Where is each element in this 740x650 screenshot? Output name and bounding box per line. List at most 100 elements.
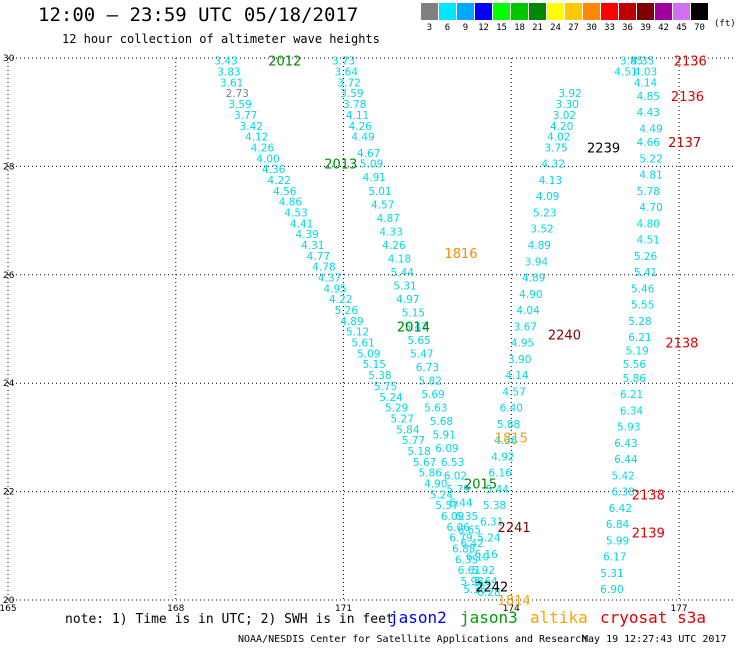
pass-label: 1816	[444, 247, 477, 262]
swh-point: 4.36	[494, 435, 518, 447]
swh-point: 6.44	[449, 497, 473, 509]
pass-label: 2242	[475, 580, 508, 595]
pass-label: 2136	[671, 90, 704, 105]
pass-label: 2014	[397, 320, 430, 335]
chart-title: 12:00 — 23:59 UTC 05/18/2017	[38, 4, 359, 26]
legend-swatch	[457, 3, 474, 20]
swh-point: 6.65	[458, 525, 481, 537]
swh-point: 6.17	[603, 552, 626, 564]
swh-point: 6.16	[488, 468, 512, 480]
legend-swatch	[439, 3, 456, 20]
swh-point: 6.84	[606, 519, 630, 531]
legend-label: 70	[694, 23, 705, 33]
swh-point: 5.28	[628, 316, 651, 328]
swh-point: 5.41	[634, 267, 657, 279]
swh-point: 5.79	[446, 484, 469, 496]
legend-label: 12	[478, 23, 489, 33]
legend-label: 33	[604, 23, 615, 33]
swh-point: 4.97	[396, 294, 419, 306]
swh-point: 4.51	[637, 235, 660, 247]
swh-point: 2.73	[226, 88, 249, 100]
swh-point: 5.68	[430, 416, 453, 428]
legend-label: 18	[514, 23, 525, 33]
swh-point: 5.44	[391, 267, 415, 279]
swh-point: 5.69	[421, 389, 444, 401]
swh-point: 4.33	[379, 226, 402, 238]
swh-point: 5.84	[396, 424, 420, 436]
legend-swatch	[547, 3, 564, 20]
swh-point: 5.09	[360, 159, 383, 171]
swh-point: 4.86	[279, 197, 303, 209]
swh-point: 5.86	[623, 373, 647, 385]
swh-point: 6.21	[620, 389, 643, 401]
swh-point: 4.13	[539, 175, 562, 187]
swh-point: 4.20	[550, 121, 573, 133]
swh-point: 4.04	[516, 305, 540, 317]
swh-point: 5.63	[424, 403, 447, 415]
footer-note: note: 1) Time is in UTC; 2) SWH is in fe…	[65, 612, 394, 627]
swh-point: 4.57	[502, 386, 525, 398]
swh-point: 4.02	[547, 132, 570, 144]
swh-point: 6.43	[614, 438, 637, 450]
legend-label: 21	[532, 23, 543, 33]
satellite-altika: altika	[530, 608, 588, 627]
legend-swatch	[673, 3, 690, 20]
swh-point: 6.40	[500, 403, 523, 415]
swh-point: 6.88	[452, 544, 475, 556]
swh-point: 3.61	[220, 77, 243, 89]
chart-subtitle: 12 hour collection of altimeter wave hei…	[62, 32, 380, 46]
pass-label: 2136	[674, 55, 707, 70]
y-tick-label: 26	[3, 271, 15, 281]
swh-point: 5.82	[419, 375, 442, 387]
swh-point: 3.78	[343, 99, 366, 111]
legend-label: 30	[586, 23, 597, 33]
swh-point: 4.80	[637, 218, 660, 230]
legend-label: 9	[462, 23, 469, 33]
swh-point: 4.03	[634, 67, 657, 79]
swh-point: 6.35	[455, 511, 478, 523]
x-tick-label: 177	[670, 604, 687, 614]
swh-point: 4.85	[637, 91, 660, 103]
swh-point: 4.09	[536, 191, 559, 203]
swh-point: 4.56	[273, 186, 297, 198]
swh-point: 5.15	[402, 308, 425, 320]
swh-point: 3.52	[530, 224, 553, 236]
swh-point: 5.01	[368, 186, 391, 198]
legend-label: 45	[676, 23, 687, 33]
swh-point: 5.29	[385, 403, 408, 415]
swh-point: 4.90	[519, 289, 542, 301]
legend-label: 27	[568, 23, 579, 33]
legend-swatch	[619, 3, 636, 20]
swh-point: 5.98	[460, 576, 483, 588]
swh-point: 5.92	[472, 565, 495, 577]
pass-label: 2138	[665, 337, 698, 352]
y-tick-label: 30	[3, 54, 15, 64]
swh-point: 5.46	[631, 283, 655, 295]
swh-point: 6.44	[614, 454, 638, 466]
swh-point: 6.10	[466, 552, 489, 564]
swh-point: 5.67	[413, 457, 436, 469]
swh-point: 5.38	[368, 370, 391, 382]
swh-point: 5.24	[430, 489, 454, 501]
swh-point: 4.49	[639, 123, 662, 135]
x-tick-label: 165	[0, 604, 17, 614]
swh-point: 4.41	[290, 218, 313, 230]
swh-point: 6.73	[416, 362, 439, 374]
swh-point: 6.42	[609, 503, 632, 515]
swh-point: 5.91	[433, 430, 456, 442]
swh-point: 5.19	[625, 346, 648, 358]
swh-point: 4.91	[363, 172, 386, 184]
swh-point: 6.16	[474, 549, 498, 561]
y-tick-label: 20	[3, 596, 15, 606]
swh-point: 5.88	[497, 419, 520, 431]
satellite-cryosat-s3a: cryosat s3a	[600, 608, 706, 627]
swh-point: 6.79	[449, 533, 472, 545]
legend-swatch	[583, 3, 600, 20]
swh-point: 5.65	[407, 335, 430, 347]
swh-point: 5.47	[410, 348, 433, 360]
legend-label: 3	[426, 23, 433, 33]
swh-point: 3.59	[340, 88, 363, 100]
swh-point: 4.14	[634, 77, 658, 89]
swh-point: 3.92	[558, 88, 581, 100]
